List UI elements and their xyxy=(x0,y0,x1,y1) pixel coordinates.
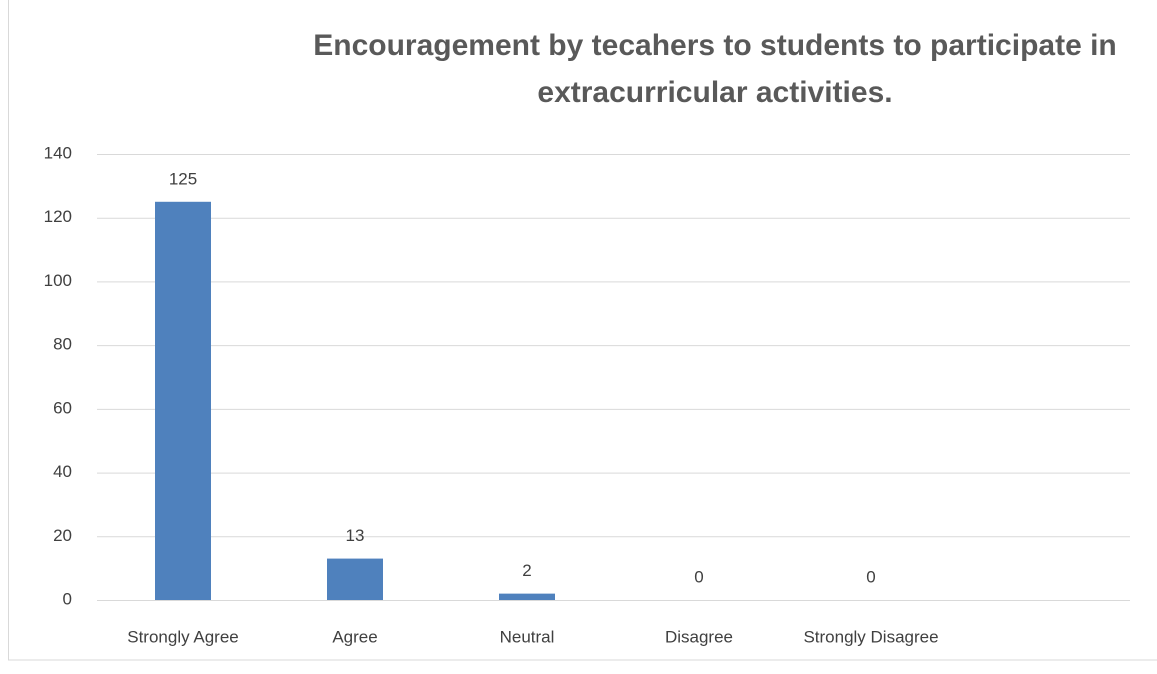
data-label: 13 xyxy=(346,526,365,545)
data-label: 0 xyxy=(694,567,703,586)
y-tick-label: 60 xyxy=(53,398,72,417)
bar xyxy=(327,558,383,600)
y-tick-label: 140 xyxy=(44,143,72,162)
data-label: 2 xyxy=(522,561,531,580)
bar xyxy=(155,201,211,601)
bar xyxy=(499,593,555,600)
x-tick-label: Strongly Agree xyxy=(127,627,239,646)
chart-title: Encouragement by tecahers to students to… xyxy=(313,29,1117,109)
x-tick-label: Disagree xyxy=(665,627,733,646)
chart-border xyxy=(8,0,1157,661)
y-tick-label: 0 xyxy=(63,589,72,608)
x-tick-label: Neutral xyxy=(500,627,555,646)
y-tick-label: 120 xyxy=(44,207,72,226)
y-tick-label: 40 xyxy=(53,462,72,481)
x-tick-label: Strongly Disagree xyxy=(803,627,938,646)
data-label: 125 xyxy=(169,169,197,188)
y-tick-label: 20 xyxy=(53,526,72,545)
y-tick-label: 80 xyxy=(53,335,72,354)
x-tick-label: Agree xyxy=(332,627,377,646)
data-label: 0 xyxy=(866,567,875,586)
y-tick-label: 100 xyxy=(44,271,72,290)
